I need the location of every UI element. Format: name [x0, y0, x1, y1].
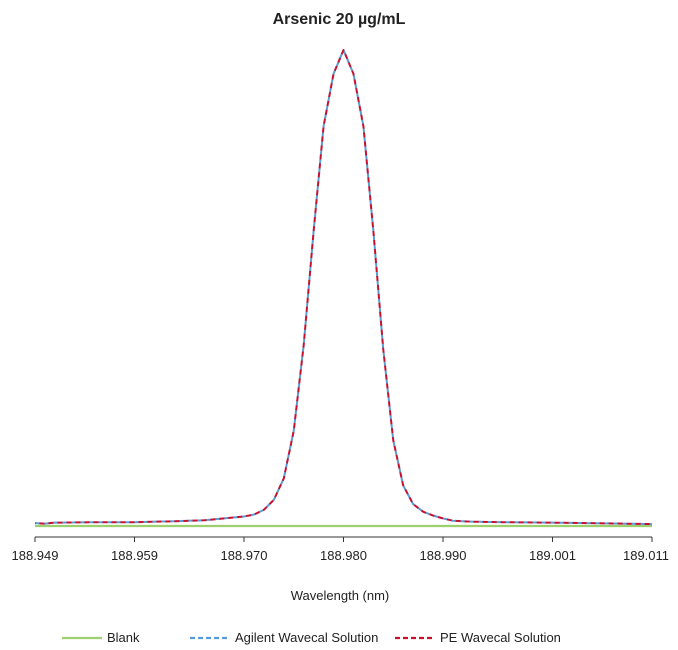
x-tick-label: 188.970 [220, 548, 267, 563]
series-line-pe-wavecal-solution [34, 49, 653, 526]
x-tick-label: 188.959 [111, 548, 158, 563]
series-layer [34, 49, 653, 528]
series-line-agilent-wavecal-solution [34, 49, 653, 526]
x-tick-label: 188.949 [12, 548, 59, 563]
x-tick-label: 188.980 [320, 548, 367, 563]
ticks-layer: 188.949 188.959 188.970 188.980 188.990 189.0… [12, 537, 669, 563]
chart-title: Arsenic 20 µg/mL [273, 11, 406, 28]
legend-label-blank: Blank [107, 630, 140, 645]
x-tick-label: 189.011 [623, 548, 669, 563]
x-tick-label: 189.001 [529, 548, 576, 563]
legend-label-pe-wavecal-solution: PE Wavecal Solution [440, 630, 561, 645]
legend-label-agilent-wavecal-solution: Agilent Wavecal Solution [235, 630, 378, 645]
x-axis-label: Wavelength (nm) [291, 588, 390, 603]
legend: Blank Agilent Wavecal Solution PE Wavecal … [62, 630, 561, 645]
x-tick-label: 188.990 [420, 548, 467, 563]
